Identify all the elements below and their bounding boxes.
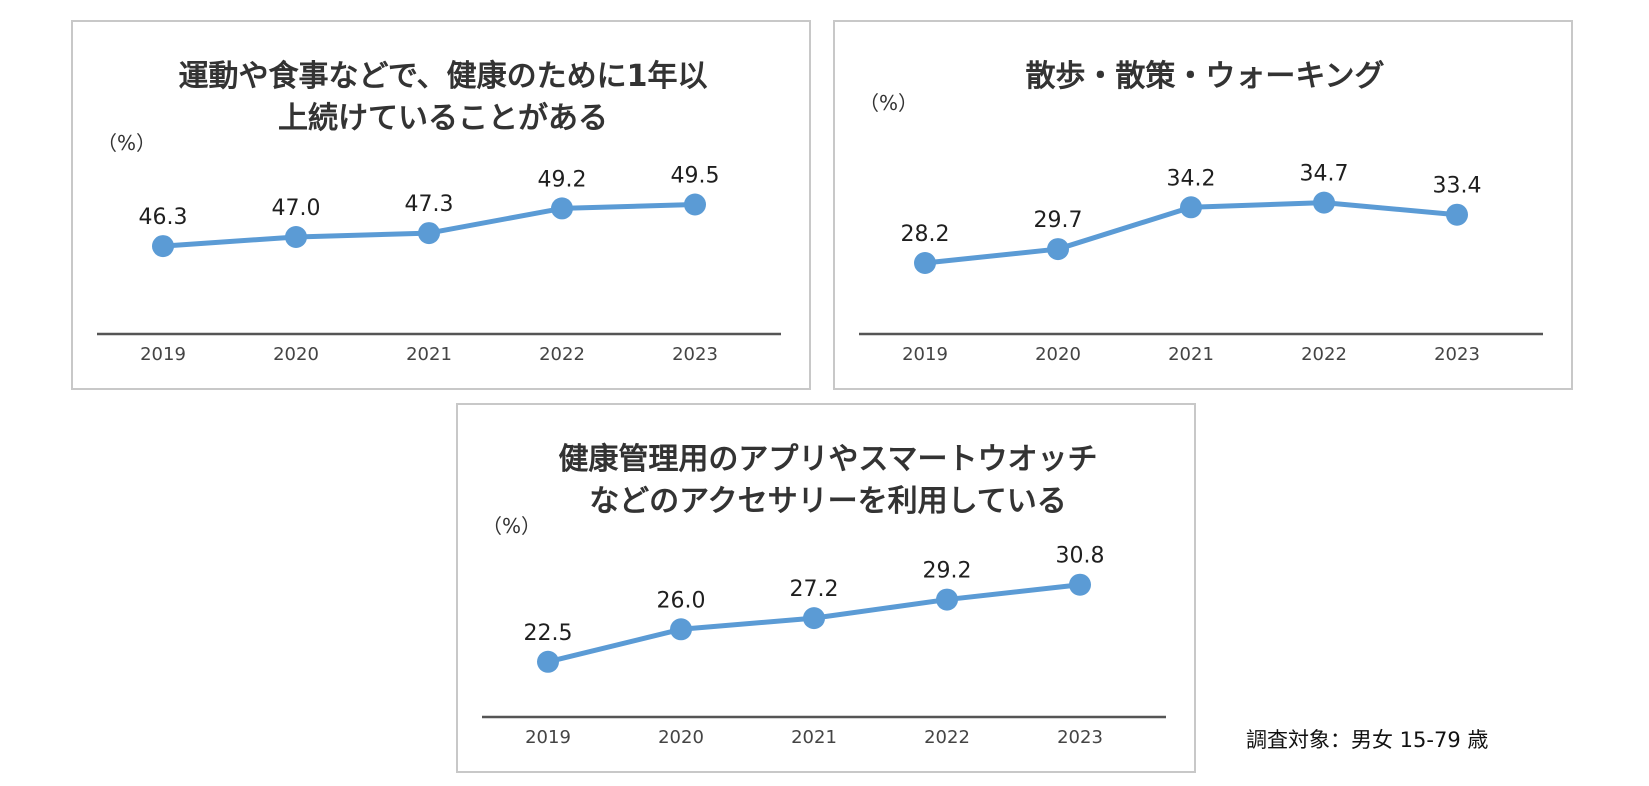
data-label: 49.2 <box>538 167 587 192</box>
x-tick-label: 2020 <box>658 727 704 748</box>
data-label: 29.2 <box>923 559 972 584</box>
x-tick-label: 2022 <box>1301 344 1347 365</box>
chart-title-line: 運動や食事などで、健康のために1年以 <box>178 59 707 94</box>
y-axis-unit-label: （%） <box>97 131 156 155</box>
data-label: 46.3 <box>139 205 188 230</box>
chart-panel-2: 散歩・散策・ウォーキング （%） 28.2 2019 29.7 2020 34.2 2021 3… <box>833 20 1573 390</box>
x-tick-label: 2020 <box>273 344 319 365</box>
chart-svg-2: 散歩・散策・ウォーキング （%） 28.2 2019 29.7 2020 34.2 2021 3… <box>859 59 1543 365</box>
x-tick-label: 2019 <box>902 344 948 365</box>
x-tick-label: 2022 <box>924 727 970 748</box>
chart-title-line: 散歩・散策・ウォーキング <box>1025 59 1384 94</box>
x-tick-label: 2022 <box>539 344 585 365</box>
data-point-marker <box>1047 238 1069 261</box>
data-point-marker <box>1069 573 1091 596</box>
data-label: 29.7 <box>1034 208 1083 233</box>
x-tick-label: 2021 <box>1168 344 1214 365</box>
chart-panel-3: 健康管理用のアプリやスマートウオッチ などのアクセサリーを利用している （%） 22.… <box>456 403 1196 773</box>
chart-title-line: 健康管理用のアプリやスマートウオッチ <box>558 442 1097 477</box>
x-tick-label: 2023 <box>1057 727 1103 748</box>
data-label: 26.0 <box>657 588 706 613</box>
x-tick-label: 2023 <box>672 344 718 365</box>
data-label: 28.2 <box>901 222 950 247</box>
x-tick-label: 2021 <box>406 344 452 365</box>
data-label: 47.3 <box>405 192 454 217</box>
x-tick-label: 2021 <box>791 727 837 748</box>
data-point-marker <box>537 650 559 673</box>
data-label: 34.7 <box>1300 162 1349 187</box>
data-point-marker <box>803 607 825 630</box>
chart-2-group: 散歩・散策・ウォーキング （%） 28.2 2019 29.7 2020 34.2 2021 3… <box>859 59 1543 365</box>
data-point-marker <box>670 618 692 641</box>
y-axis-unit-label: （%） <box>859 91 918 115</box>
data-point-marker <box>1313 191 1335 214</box>
data-label: 27.2 <box>790 577 839 602</box>
data-point-marker <box>152 235 174 258</box>
data-label: 30.8 <box>1056 544 1105 569</box>
data-point-marker <box>936 588 958 611</box>
x-tick-label: 2019 <box>525 727 571 748</box>
data-point-marker <box>684 193 706 216</box>
data-point-marker <box>551 197 573 220</box>
data-point-marker <box>285 226 307 248</box>
survey-footnote: 調査対象：男女 15-79 歳 <box>1246 728 1489 752</box>
data-label: 22.5 <box>524 621 573 646</box>
x-tick-label: 2019 <box>140 344 186 365</box>
data-point-marker <box>914 252 936 274</box>
chart-title-line: 上続けていることがある <box>278 101 608 136</box>
chart-title-line: などのアクセサリーを利用している <box>589 484 1067 519</box>
x-tick-label: 2023 <box>1434 344 1480 365</box>
data-point-marker <box>418 222 440 245</box>
data-label: 33.4 <box>1433 174 1482 199</box>
chart-panel-1: 運動や食事などで、健康のために1年以 上続けていることがある （%） 46.3 2019… <box>71 20 811 390</box>
x-tick-label: 2020 <box>1035 344 1081 365</box>
data-label: 49.5 <box>671 164 720 189</box>
data-label: 47.0 <box>272 196 321 221</box>
data-point-marker <box>1446 203 1468 226</box>
y-axis-unit-label: （%） <box>482 514 541 538</box>
data-label: 34.2 <box>1167 166 1216 191</box>
data-point-marker <box>1180 196 1202 219</box>
